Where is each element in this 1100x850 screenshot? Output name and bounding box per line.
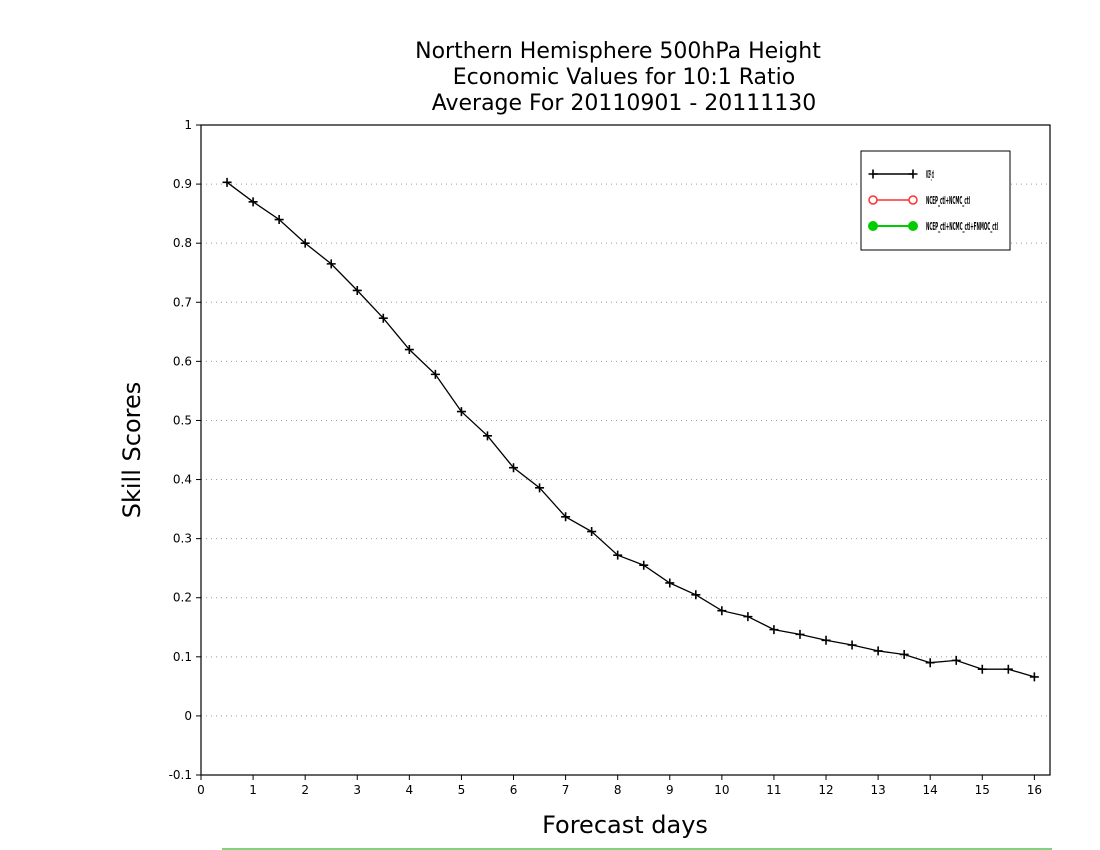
data-point	[743, 612, 753, 622]
y-axis-ticks: -0.1 0 0.1 0.2 0.3 0.4 0.5 0.6 0.7 0.8 0.9 1	[169, 118, 201, 782]
x-tick-label: 13	[870, 783, 885, 797]
x-tick-label: 11	[766, 783, 781, 797]
x-tick-label: 10	[714, 783, 729, 797]
data-point	[1003, 664, 1013, 674]
series-line-1	[226, 181, 1035, 678]
x-tick-label: 9	[666, 783, 674, 797]
data-point	[873, 646, 883, 656]
x-tick-label: 6	[510, 783, 518, 797]
y-tick-label: 0	[184, 709, 192, 723]
data-point	[300, 238, 310, 248]
x-axis-label: Forecast days	[542, 811, 708, 839]
data-point	[456, 407, 466, 417]
legend-entry-2: NCEP_ctl+NCMC_ctl	[868, 194, 970, 207]
data-point	[248, 197, 258, 207]
data-series	[222, 177, 1039, 682]
data-point	[925, 658, 935, 668]
legend-label-1: NCEP_ctl	[926, 168, 934, 181]
x-tick-label: 16	[1027, 783, 1042, 797]
legend-open-circle-marker-icon	[868, 195, 878, 205]
x-tick-label: 4	[406, 783, 414, 797]
plot-frame	[200, 124, 1051, 776]
data-point	[821, 635, 831, 645]
x-tick-label: 7	[562, 783, 570, 797]
data-point	[847, 640, 857, 650]
legend-open-circle-marker-icon	[908, 195, 918, 205]
chart-title: Northern Hemisphere 500hPa Height Econom…	[415, 39, 821, 116]
data-point	[561, 512, 571, 522]
data-point	[951, 655, 961, 665]
x-tick-label: 3	[353, 783, 361, 797]
data-point	[509, 463, 519, 473]
data-point	[378, 313, 388, 323]
y-tick-label: 0.6	[173, 354, 192, 368]
y-tick-label: 0.8	[173, 236, 192, 250]
chart-title-line-1: Northern Hemisphere 500hPa Height	[415, 39, 821, 64]
data-point	[1029, 672, 1039, 682]
data-point	[587, 527, 597, 537]
y-tick-label: 0.2	[173, 591, 192, 605]
x-tick-label: 8	[614, 783, 622, 797]
data-point	[274, 215, 284, 225]
y-axis-label: Skill Scores	[118, 382, 146, 519]
x-axis-ticks: 0 1 2 3 4 5 6 7 8 9 10 11 12 13 14 15 16	[197, 775, 1042, 797]
legend-label-3: NCEP_ctl+NCMC_ctl+FNMOC_ctl	[926, 220, 998, 233]
chart-title-line-3: Average For 20110901 - 20111130	[432, 91, 817, 116]
x-tick-label: 5	[458, 783, 466, 797]
data-point	[352, 285, 362, 295]
data-point	[222, 177, 232, 187]
data-point	[430, 369, 440, 379]
y-tick-label: 1	[184, 118, 192, 132]
data-point	[482, 431, 492, 441]
data-point	[404, 345, 414, 355]
legend-filled-circle-marker-icon	[908, 221, 918, 231]
x-tick-label: 12	[818, 783, 833, 797]
data-point	[899, 649, 909, 659]
chart-title-line-2: Economic Values for 10:1 Ratio	[453, 65, 795, 90]
y-tick-label: 0.1	[173, 650, 192, 664]
data-point	[326, 259, 336, 269]
legend: NCEP_ctl NCEP_ctl+NCMC_ctl NCEP_ctl+NCMC…	[860, 150, 1011, 251]
y-tick-label: 0.3	[173, 532, 192, 546]
data-point	[717, 606, 727, 616]
data-point	[769, 625, 779, 635]
data-point	[613, 550, 623, 560]
data-point	[535, 483, 545, 493]
data-point	[691, 590, 701, 600]
y-tick-label: 0.9	[173, 177, 192, 191]
data-point	[977, 664, 987, 674]
legend-label-2: NCEP_ctl+NCMC_ctl	[926, 194, 970, 207]
x-tick-label: 2	[301, 783, 309, 797]
x-tick-label: 14	[923, 783, 938, 797]
y-tick-label: 0.4	[173, 473, 192, 487]
data-point	[795, 629, 805, 639]
data-point	[665, 578, 675, 588]
x-tick-label: 0	[197, 783, 205, 797]
data-point	[639, 560, 649, 570]
y-tick-label: 0.7	[173, 295, 192, 309]
legend-plus-marker-icon	[868, 169, 918, 179]
y-tick-label: -0.1	[169, 768, 192, 782]
y-tick-label: 0.5	[173, 413, 192, 427]
legend-filled-circle-marker-icon	[868, 221, 878, 231]
x-tick-label: 1	[249, 783, 257, 797]
legend-entry-1: NCEP_ctl	[868, 168, 934, 181]
x-tick-label: 15	[975, 783, 990, 797]
legend-entry-3: NCEP_ctl+NCMC_ctl+FNMOC_ctl	[868, 220, 998, 233]
